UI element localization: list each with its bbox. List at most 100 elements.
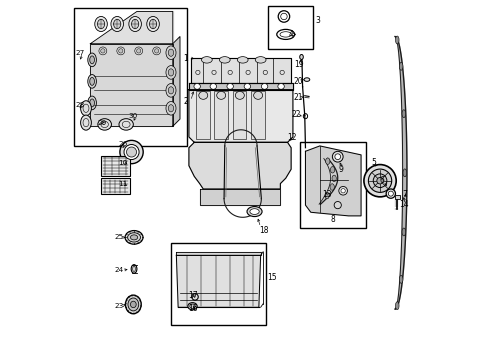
Ellipse shape xyxy=(399,62,402,70)
Text: 24: 24 xyxy=(115,267,123,273)
Ellipse shape xyxy=(401,110,405,118)
Ellipse shape xyxy=(127,233,140,242)
Ellipse shape xyxy=(90,56,94,64)
Ellipse shape xyxy=(165,66,176,79)
Polygon shape xyxy=(190,58,290,83)
Ellipse shape xyxy=(402,169,406,177)
Text: 20: 20 xyxy=(293,77,303,86)
Bar xyxy=(300,142,366,228)
Ellipse shape xyxy=(299,54,303,59)
Text: 3: 3 xyxy=(315,16,320,25)
Ellipse shape xyxy=(81,115,91,130)
Ellipse shape xyxy=(90,99,94,107)
Ellipse shape xyxy=(124,144,139,159)
Ellipse shape xyxy=(131,265,137,273)
Ellipse shape xyxy=(334,154,340,159)
Text: 1: 1 xyxy=(183,54,188,63)
Text: 7: 7 xyxy=(402,190,407,199)
Bar xyxy=(196,91,209,139)
Ellipse shape xyxy=(277,84,284,89)
Ellipse shape xyxy=(401,228,405,236)
Polygon shape xyxy=(172,37,180,126)
Ellipse shape xyxy=(216,91,225,99)
Text: 29: 29 xyxy=(97,120,106,126)
Text: 19: 19 xyxy=(293,60,303,69)
Ellipse shape xyxy=(244,84,250,89)
Ellipse shape xyxy=(88,53,96,67)
Ellipse shape xyxy=(235,91,244,99)
Text: 27: 27 xyxy=(75,50,84,56)
Ellipse shape xyxy=(331,175,336,181)
Ellipse shape xyxy=(168,69,173,76)
Text: 23: 23 xyxy=(115,303,123,309)
Ellipse shape xyxy=(332,151,343,162)
Ellipse shape xyxy=(325,158,329,165)
Ellipse shape xyxy=(340,189,345,193)
Bar xyxy=(267,6,312,49)
Ellipse shape xyxy=(330,167,334,173)
Ellipse shape xyxy=(165,84,176,97)
Text: 21: 21 xyxy=(293,93,303,102)
Ellipse shape xyxy=(367,169,391,192)
Text: 18: 18 xyxy=(258,226,268,235)
Bar xyxy=(101,156,129,176)
Ellipse shape xyxy=(165,46,176,59)
Ellipse shape xyxy=(165,102,176,115)
Ellipse shape xyxy=(131,19,139,29)
Ellipse shape xyxy=(324,192,328,199)
Ellipse shape xyxy=(97,19,104,29)
Text: 14: 14 xyxy=(399,200,408,209)
Bar xyxy=(394,195,399,199)
Text: 8: 8 xyxy=(330,215,335,224)
Ellipse shape xyxy=(81,101,91,116)
Polygon shape xyxy=(394,37,406,309)
Bar xyxy=(74,8,187,146)
Ellipse shape xyxy=(88,75,96,88)
Ellipse shape xyxy=(146,17,159,32)
Text: 26: 26 xyxy=(118,141,127,147)
Ellipse shape xyxy=(387,191,392,196)
Text: 30: 30 xyxy=(128,113,138,119)
Polygon shape xyxy=(176,255,260,307)
Ellipse shape xyxy=(338,186,346,195)
Ellipse shape xyxy=(136,49,141,53)
Ellipse shape xyxy=(130,301,136,308)
Text: 10: 10 xyxy=(118,160,127,166)
Ellipse shape xyxy=(187,303,197,310)
Ellipse shape xyxy=(253,91,262,99)
Ellipse shape xyxy=(198,91,207,99)
Polygon shape xyxy=(176,252,260,255)
Text: 16: 16 xyxy=(187,304,197,313)
Ellipse shape xyxy=(226,84,233,89)
Ellipse shape xyxy=(395,302,398,310)
Ellipse shape xyxy=(130,235,137,240)
Ellipse shape xyxy=(168,87,173,94)
Ellipse shape xyxy=(120,140,143,164)
Ellipse shape xyxy=(201,57,212,63)
Polygon shape xyxy=(188,142,290,189)
Ellipse shape xyxy=(126,147,136,157)
Text: 5: 5 xyxy=(371,158,376,167)
Polygon shape xyxy=(90,44,172,126)
Text: 25: 25 xyxy=(115,234,123,240)
Ellipse shape xyxy=(90,77,94,85)
Bar xyxy=(171,243,265,325)
Ellipse shape xyxy=(219,57,230,63)
Ellipse shape xyxy=(98,119,111,130)
Ellipse shape xyxy=(125,295,141,314)
Text: 28: 28 xyxy=(75,102,84,108)
Text: 6: 6 xyxy=(379,176,384,185)
Ellipse shape xyxy=(149,19,156,29)
Polygon shape xyxy=(90,12,172,44)
Ellipse shape xyxy=(194,84,200,89)
Ellipse shape xyxy=(210,84,216,89)
Ellipse shape xyxy=(399,275,402,283)
Ellipse shape xyxy=(329,184,334,190)
Ellipse shape xyxy=(333,202,341,209)
Polygon shape xyxy=(305,146,360,216)
Ellipse shape xyxy=(88,96,96,110)
Polygon shape xyxy=(199,189,280,205)
Ellipse shape xyxy=(101,49,105,53)
Ellipse shape xyxy=(363,165,395,197)
Ellipse shape xyxy=(128,298,139,311)
